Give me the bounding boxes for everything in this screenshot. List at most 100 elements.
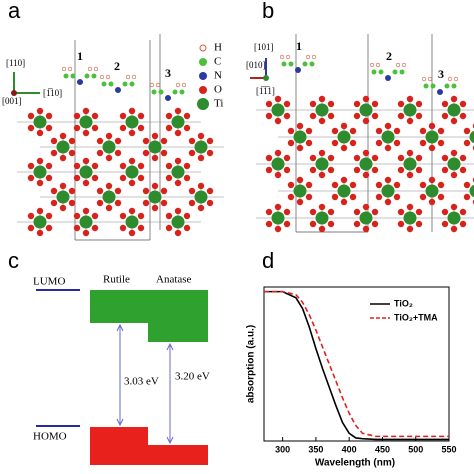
ti-atom [337,130,351,144]
o-atom [309,100,317,108]
panel-label: c [8,248,19,273]
ti-atom [125,165,139,179]
o-atom [142,137,150,145]
h-atom [285,54,291,60]
o-atom [384,144,392,152]
o-atom [274,149,282,157]
ti-atom [33,165,47,179]
h-atom [131,74,137,80]
o-atom [441,112,449,120]
o-atom [128,129,136,137]
o-atom [188,199,196,207]
ti-atom [447,211,461,225]
ti-atom [315,157,329,171]
ti-atom [293,130,307,144]
o-atom [73,112,81,120]
o-atom [151,182,159,190]
o-atom [142,199,150,207]
legend-label: O [214,84,222,96]
o-atom [437,193,445,201]
o-atom [68,199,76,207]
o-atom [463,127,471,135]
o-atom [349,181,357,189]
o-atom [265,208,273,216]
o-atom [45,124,53,132]
o-atom [137,124,145,132]
axis-origin [263,75,269,81]
o-atom [160,149,168,157]
o-atom [114,137,122,145]
x-tick-label: 350 [308,444,323,454]
c-atom [172,89,178,95]
o-atom [265,112,273,120]
panel-label: a [8,0,21,23]
ti-atom [403,103,417,117]
ti-atom [79,115,93,129]
ti-atom [125,115,139,129]
c-atom [122,81,128,87]
o-atom [183,224,191,232]
ti-atom [469,184,474,198]
o-atom [441,166,449,174]
ti-atom [447,103,461,117]
o-atom [91,124,99,132]
o-atom [375,139,383,147]
x-tick-label: 450 [375,444,390,454]
o-atom [197,132,205,140]
o-atom [419,193,427,201]
axis-label: [010] [246,60,266,70]
o-atom [327,220,335,228]
o-atom [353,166,361,174]
o-atom [397,100,405,108]
o-atom [73,212,81,220]
h-atom [401,62,407,68]
n-atom [165,95,171,101]
o-atom [82,129,90,137]
o-atom [415,154,423,162]
o-atom [318,117,326,125]
o-atom [174,207,182,215]
site-label: 3 [438,67,444,81]
o-atom [283,208,291,216]
ti-atom [171,215,185,229]
o-atom [165,112,173,120]
ti-atom [102,140,116,154]
h-atom [149,82,155,88]
o-atom [73,224,81,232]
h-atom [125,74,131,80]
o-atom [393,181,401,189]
o-atom [406,203,414,211]
o-atom [296,122,304,130]
o-atom [27,212,35,220]
o-atom [340,122,348,130]
site-label: 2 [114,59,120,73]
o-atom [160,199,168,207]
ti-atom [403,211,417,225]
o-atom [45,212,53,220]
o-atom [349,127,357,135]
o-atom [428,198,436,206]
h-atom [305,54,311,60]
h-atom [155,82,161,88]
c-atom [129,81,135,87]
o-atom [50,137,58,145]
ti-atom [425,184,439,198]
o-atom [305,139,313,147]
o-atom [265,154,273,162]
o-atom [68,149,76,157]
o-atom [459,208,467,216]
ti-atom [381,130,395,144]
c-atom [430,83,436,89]
o-atom [174,157,182,165]
o-atom [274,117,282,125]
series-line [264,290,449,441]
o-atom [406,117,414,125]
o-atom [82,107,90,115]
o-atom [327,208,335,216]
o-atom [353,208,361,216]
o-atom [183,162,191,170]
legend-dot [199,58,207,66]
o-atom [82,229,90,237]
o-atom [68,187,76,195]
ti-atom [315,103,329,117]
